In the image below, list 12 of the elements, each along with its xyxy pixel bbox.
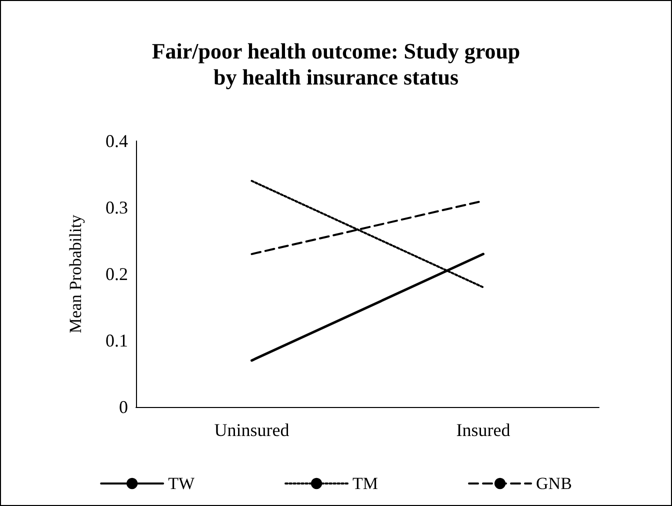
legend-label: GNB: [536, 474, 572, 493]
y-tick-label: 0.1: [106, 330, 128, 350]
y-tick-label: 0.4: [106, 131, 128, 151]
x-tick-label: Insured: [456, 420, 510, 440]
legend-label: TW: [168, 474, 196, 493]
x-tick-label: Uninsured: [214, 420, 290, 440]
y-axis-title: Mean Probability: [66, 214, 85, 334]
chart-title: Fair/poor health outcome: Study group by health insurance status: [152, 38, 520, 90]
y-tick-label: 0.2: [106, 264, 128, 284]
y-tick-label: 0.3: [106, 198, 128, 218]
legend-label: TM: [352, 474, 378, 493]
y-tick-label: 0: [119, 397, 128, 417]
